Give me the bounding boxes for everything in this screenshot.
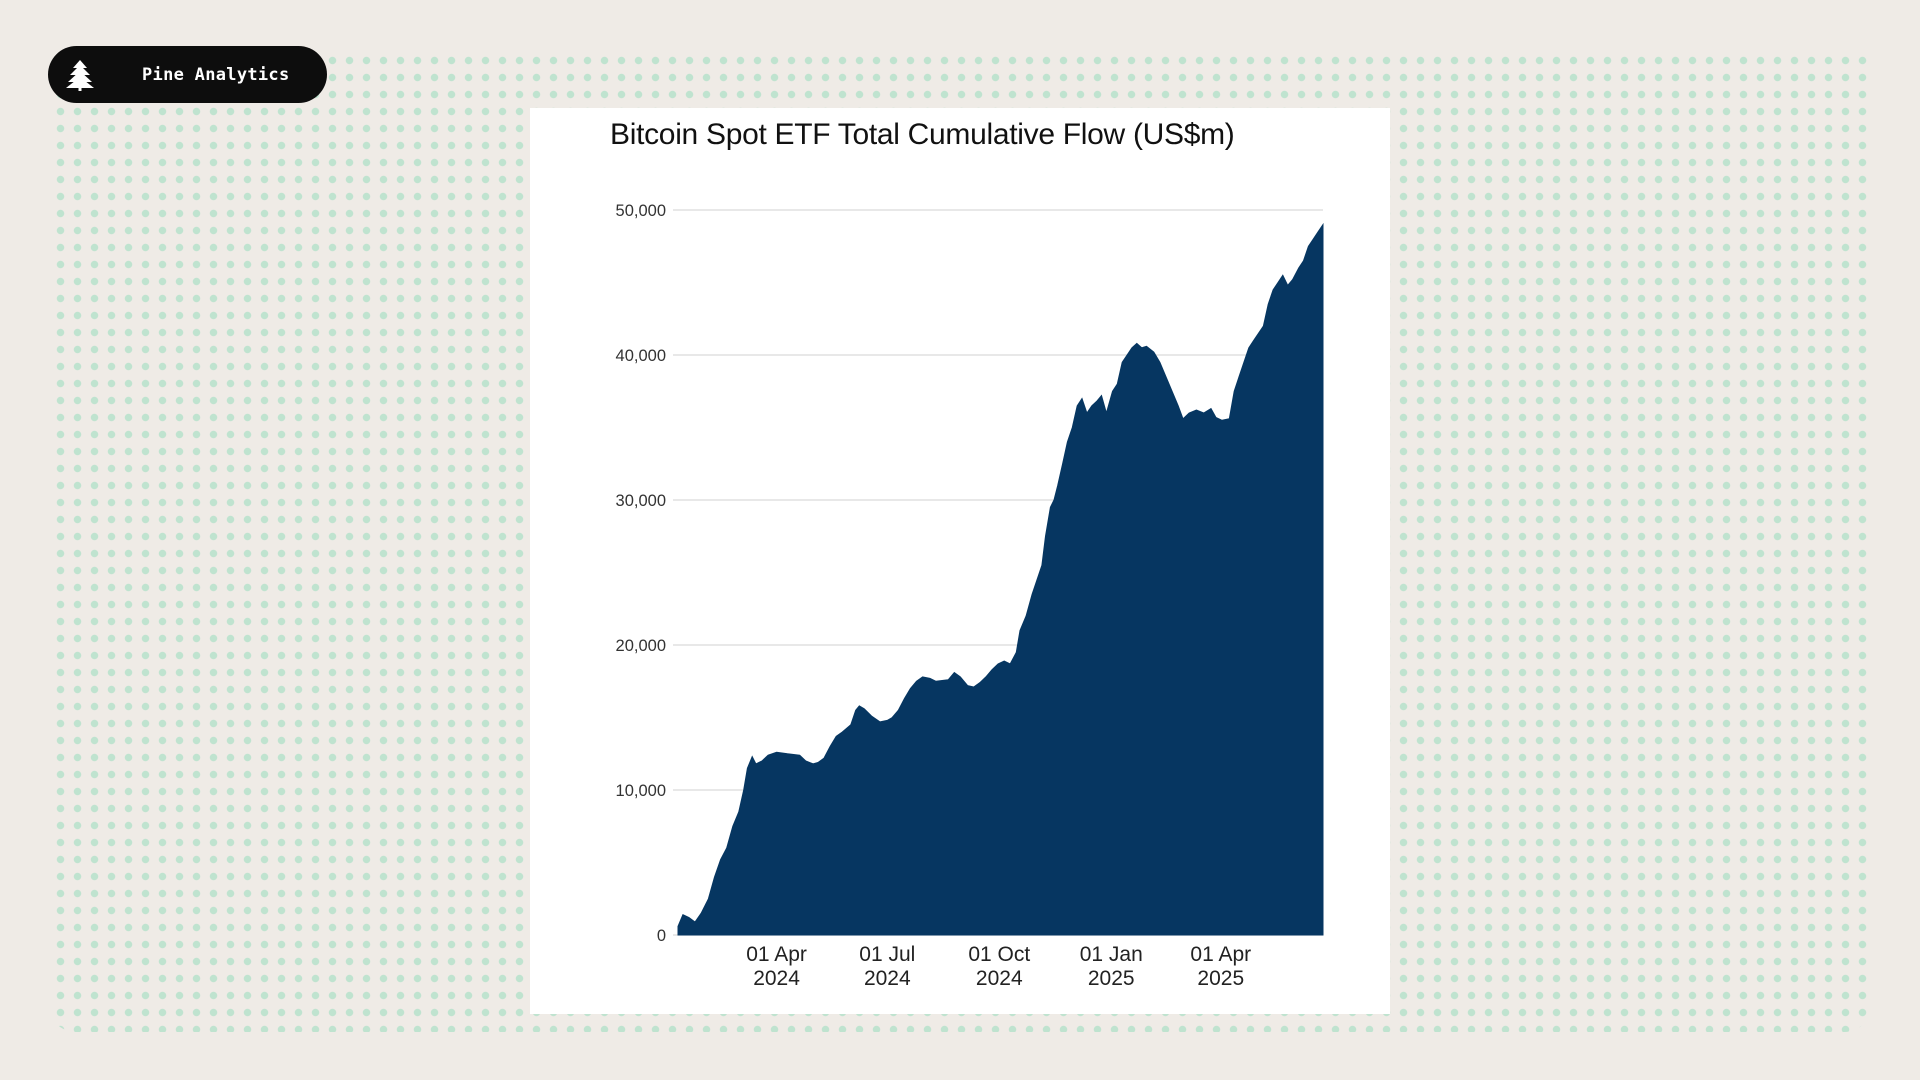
y-tick-label: 10,000	[616, 782, 666, 800]
area-fill	[677, 222, 1324, 936]
y-tick-label: 20,000	[616, 637, 666, 655]
x-tick-label-month: 01 Jan	[1080, 943, 1143, 966]
brand-badge: Pine Analytics	[48, 46, 327, 103]
area-series	[677, 222, 1324, 936]
x-tick-label-year: 2024	[864, 967, 911, 990]
x-tick-label-year: 2025	[1197, 967, 1244, 990]
x-tick-label-year: 2025	[1088, 967, 1135, 990]
x-tick-label-month: 01 Apr	[746, 943, 807, 966]
y-axis: 0 10,000 20,000 30,000 40,000 50,000	[616, 202, 666, 945]
chart-card: Bitcoin Spot ETF Total Cumulative Flow (…	[530, 108, 1390, 1014]
y-tick-label: 0	[657, 927, 666, 945]
x-tick-label-year: 2024	[753, 967, 800, 990]
y-tick-label: 40,000	[616, 347, 666, 365]
x-tick-label-month: 01 Apr	[1190, 943, 1251, 966]
x-tick-label-month: 01 Oct	[968, 943, 1030, 966]
y-tick-label: 50,000	[616, 202, 666, 220]
brand-name: Pine Analytics	[142, 64, 290, 85]
pine-tree-icon	[66, 59, 94, 91]
x-tick-label-year: 2024	[976, 967, 1023, 990]
y-tick-label: 30,000	[616, 492, 666, 510]
x-tick-label-month: 01 Jul	[859, 943, 915, 966]
chart-title: Bitcoin Spot ETF Total Cumulative Flow (…	[610, 118, 1235, 151]
